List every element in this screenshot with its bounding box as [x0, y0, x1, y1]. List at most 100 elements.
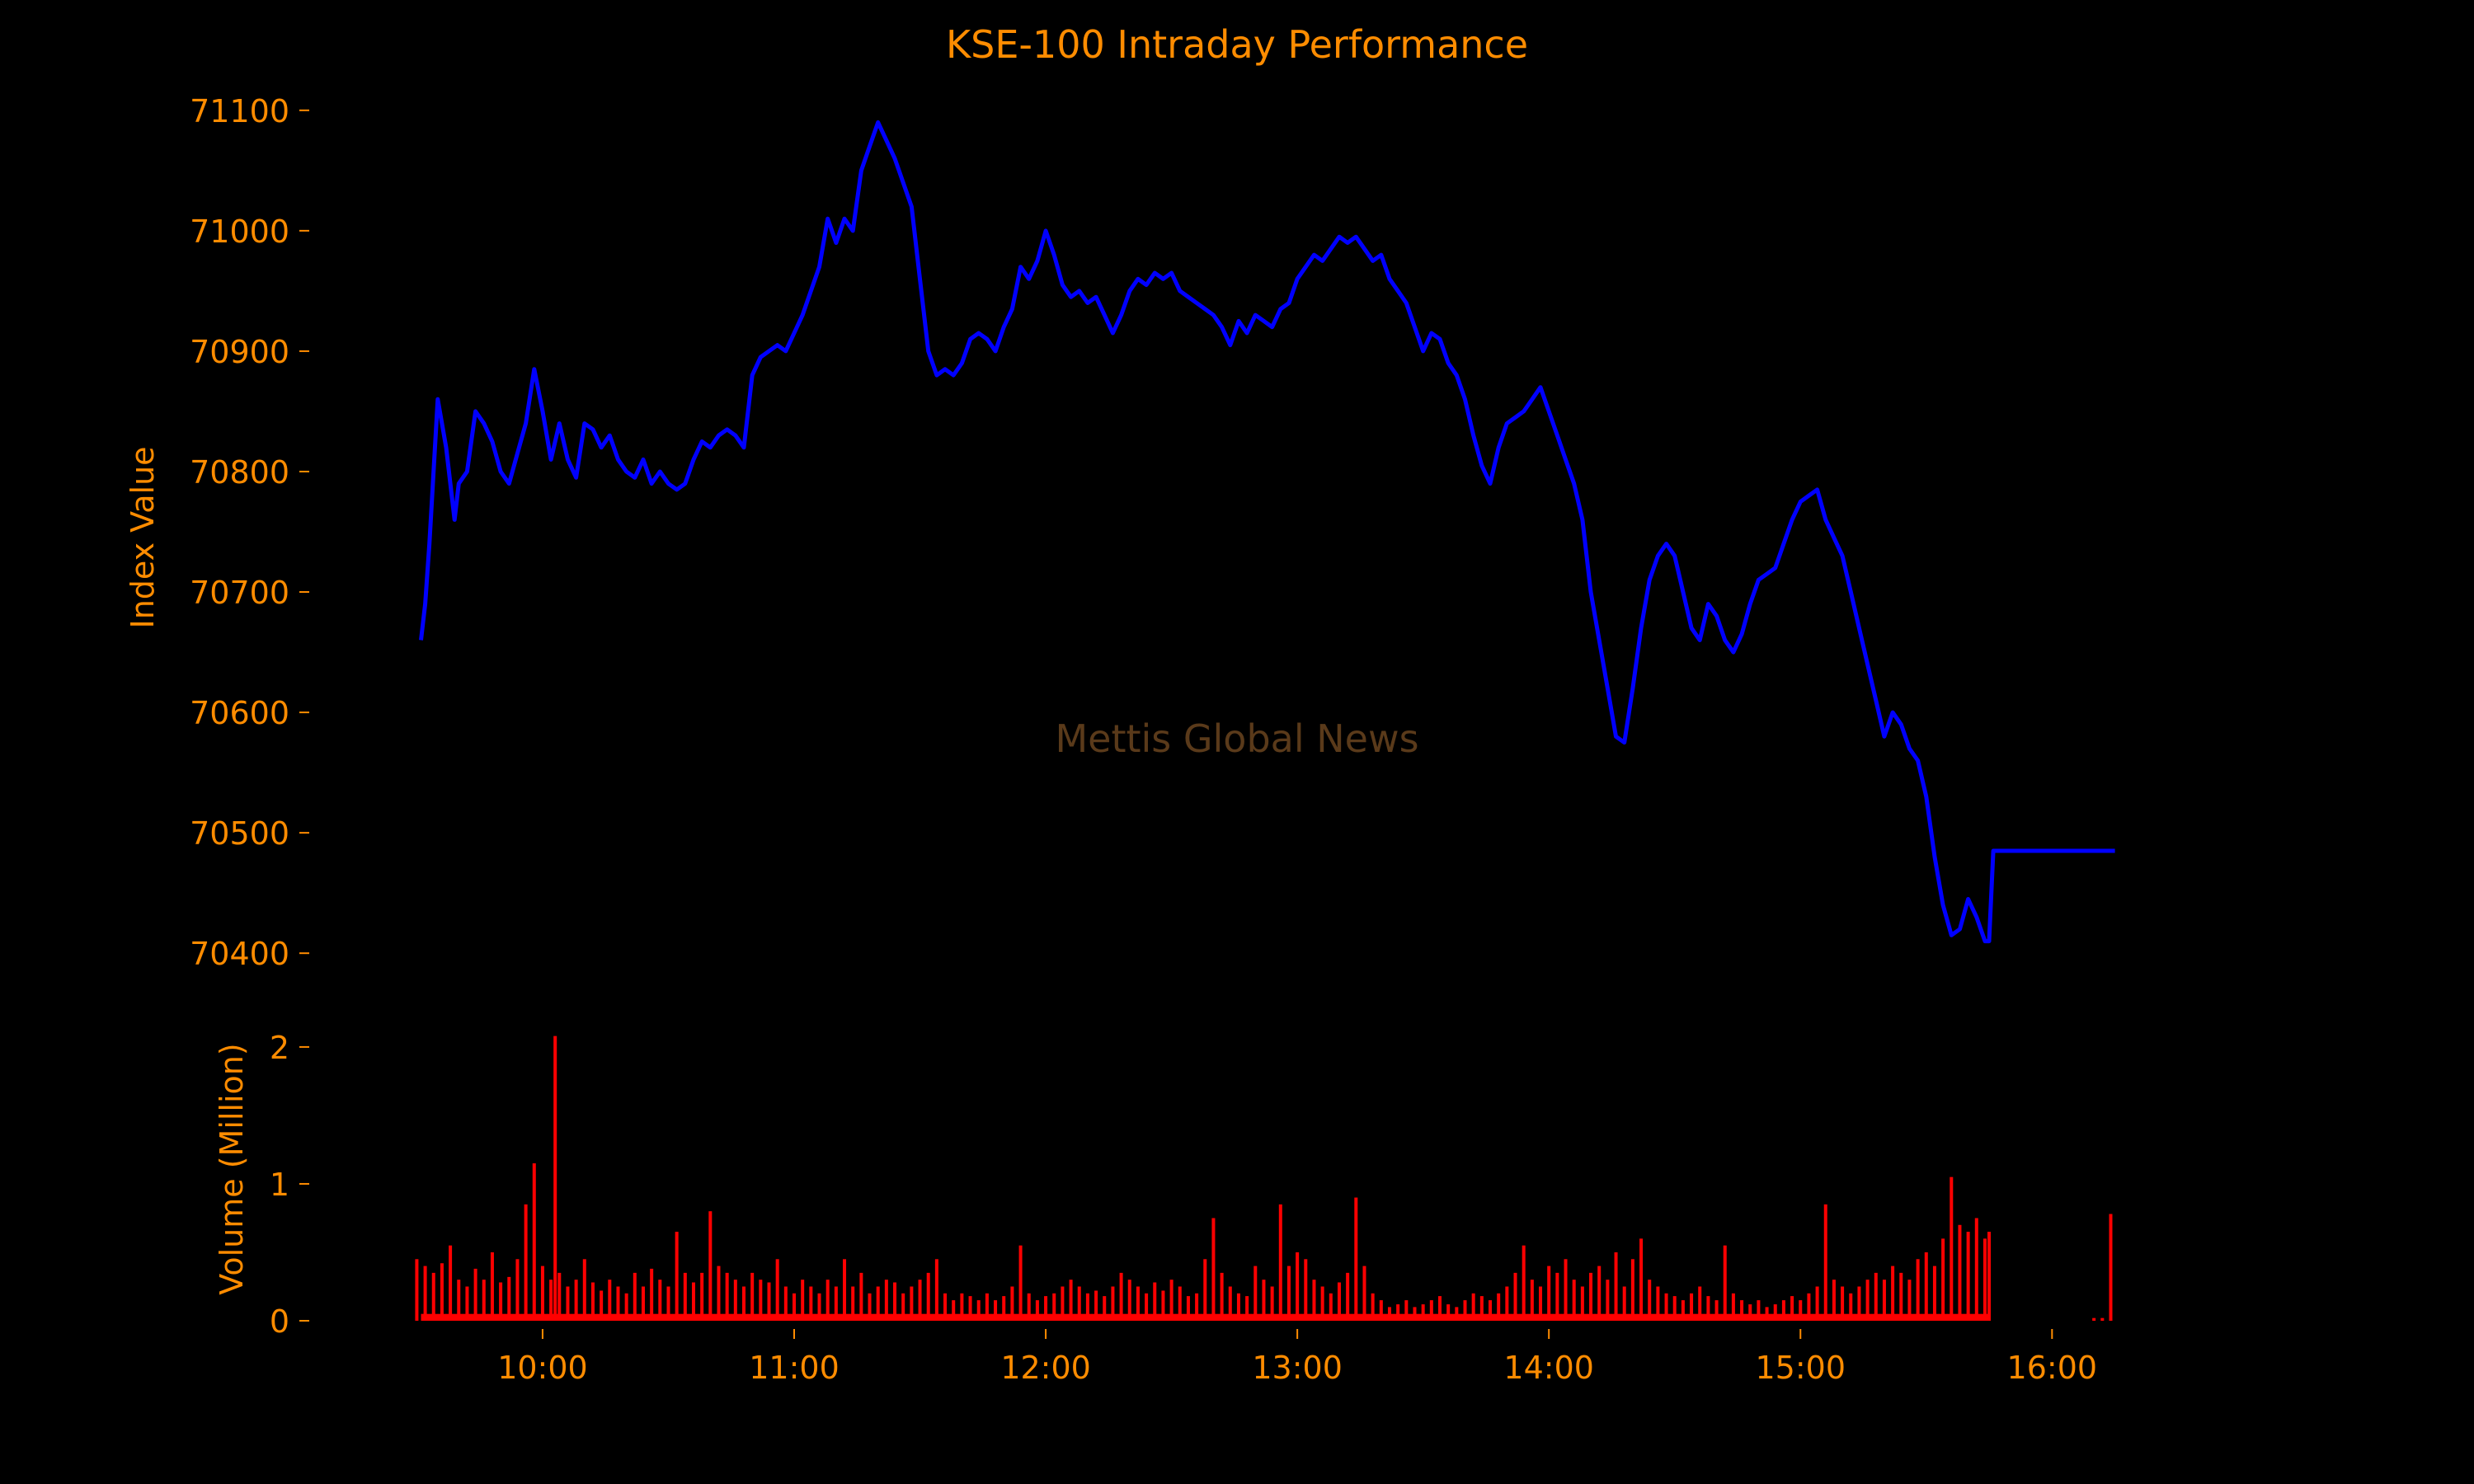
- volume-bar: [590, 1282, 595, 1321]
- volume-bar: [1044, 1296, 1048, 1321]
- volume-bar: [1714, 1300, 1719, 1321]
- volume-bar: [1278, 1204, 1282, 1321]
- volume-bar: [1656, 1286, 1660, 1321]
- volume-bar: [658, 1280, 662, 1321]
- volume-bar: [490, 1252, 494, 1321]
- volume-bar: [473, 1268, 477, 1321]
- volume-bar: [1119, 1272, 1123, 1321]
- volume-bar: [1950, 1176, 1954, 1321]
- volume-base-band: [421, 1313, 1990, 1321]
- index-y-tick-label: 70500: [190, 815, 289, 852]
- volume-bar: [1672, 1296, 1677, 1321]
- volume-bar: [968, 1296, 972, 1321]
- x-tick-label: 14:00: [1503, 1350, 1594, 1386]
- volume-bar: [1505, 1286, 1509, 1321]
- volume-bar: [1522, 1245, 1526, 1321]
- volume-bar: [1429, 1300, 1433, 1321]
- volume-bar: [691, 1282, 695, 1321]
- volume-bar: [775, 1259, 779, 1321]
- index-y-tick-label: 71100: [190, 93, 289, 129]
- volume-bar: [1841, 1286, 1845, 1321]
- volume-bar: [2092, 1317, 2096, 1321]
- volume-bar: [893, 1282, 897, 1321]
- volume-bar: [440, 1263, 444, 1321]
- volume-y-axis: 0 1 2: [270, 1030, 309, 1340]
- volume-bar: [507, 1276, 511, 1321]
- volume-bar: [641, 1286, 645, 1321]
- volume-bar: [976, 1300, 981, 1321]
- volume-bar: [1371, 1293, 1375, 1321]
- volume-bar: [624, 1293, 628, 1321]
- volume-bar: [524, 1204, 528, 1321]
- volume-bar: [1530, 1280, 1534, 1321]
- volume-bar: [1630, 1259, 1634, 1321]
- volume-bar: [1362, 1266, 1366, 1321]
- volume-bar: [1069, 1280, 1073, 1321]
- volume-bar: [423, 1266, 427, 1321]
- volume-bar: [1077, 1286, 1081, 1321]
- volume-bar: [633, 1272, 637, 1321]
- volume-bar: [1622, 1286, 1626, 1321]
- volume-bar: [666, 1286, 670, 1321]
- volume-bar: [1555, 1272, 1559, 1321]
- volume-bar: [926, 1272, 930, 1321]
- index-y-tick-label: 70400: [190, 936, 289, 972]
- volume-bar: [985, 1293, 989, 1321]
- volume-bar: [683, 1272, 687, 1321]
- volume-bar: [2109, 1214, 2113, 1321]
- volume-bar: [1572, 1280, 1576, 1321]
- index-y-axis-label: Index Value: [125, 446, 161, 628]
- index-y-tick-label: 71000: [190, 214, 289, 250]
- volume-bar: [1286, 1266, 1291, 1321]
- volume-bar: [1731, 1293, 1735, 1321]
- volume-bar: [1404, 1300, 1409, 1321]
- volume-bar: [675, 1232, 679, 1321]
- volume-y-tick-label: 0: [270, 1303, 289, 1340]
- volume-bar: [1312, 1280, 1316, 1321]
- volume-bar: [1740, 1300, 1744, 1321]
- volume-bar: [2100, 1317, 2105, 1321]
- volume-bar: [809, 1286, 813, 1321]
- volume-bar: [1018, 1245, 1023, 1321]
- volume-bar: [952, 1300, 956, 1321]
- volume-bar: [1195, 1293, 1199, 1321]
- volume-bar: [1153, 1282, 1157, 1321]
- volume-bar: [1987, 1232, 1992, 1321]
- volume-bar: [825, 1280, 830, 1321]
- volume-bar: [566, 1286, 570, 1321]
- index-y-tick-label: 70800: [190, 454, 289, 491]
- volume-bar: [725, 1272, 729, 1321]
- volume-bar: [943, 1293, 948, 1321]
- volume-bar: [759, 1280, 763, 1321]
- volume-bar: [1648, 1280, 1652, 1321]
- volume-bar: [1186, 1296, 1190, 1321]
- volume-bar: [742, 1286, 745, 1321]
- volume-bar: [717, 1266, 721, 1321]
- volume-bar: [1127, 1280, 1131, 1321]
- volume-bar: [901, 1293, 905, 1321]
- volume-bar: [1807, 1293, 1811, 1321]
- volume-bar: [1706, 1296, 1710, 1321]
- volume-bar: [1882, 1280, 1886, 1321]
- volume-bar: [934, 1259, 938, 1321]
- volume-bar: [1916, 1259, 1920, 1321]
- x-tick-label: 15:00: [1755, 1350, 1846, 1386]
- volume-bar: [1781, 1300, 1785, 1321]
- volume-bar: [1320, 1286, 1324, 1321]
- volume-bar: [1799, 1300, 1803, 1321]
- volume-bar: [884, 1280, 888, 1321]
- volume-bar: [1773, 1304, 1777, 1321]
- volume-bar: [482, 1280, 486, 1321]
- volume-bar: [1085, 1293, 1089, 1321]
- volume-bar: [1304, 1259, 1308, 1321]
- x-tick-label: 12:00: [1000, 1350, 1091, 1386]
- time-x-axis: 10:00 11:00 12:00 13:00 14:00 15:00 16:00: [497, 1329, 2097, 1386]
- volume-bar: [750, 1272, 755, 1321]
- volume-bar: [1580, 1286, 1584, 1321]
- watermark: Mettis Global News: [1055, 716, 1418, 761]
- index-line: [419, 120, 2115, 944]
- index-y-tick-label: 70900: [190, 334, 289, 370]
- volume-bar: [1220, 1272, 1224, 1321]
- volume-bar: [600, 1290, 604, 1321]
- volume-bar: [1698, 1286, 1702, 1321]
